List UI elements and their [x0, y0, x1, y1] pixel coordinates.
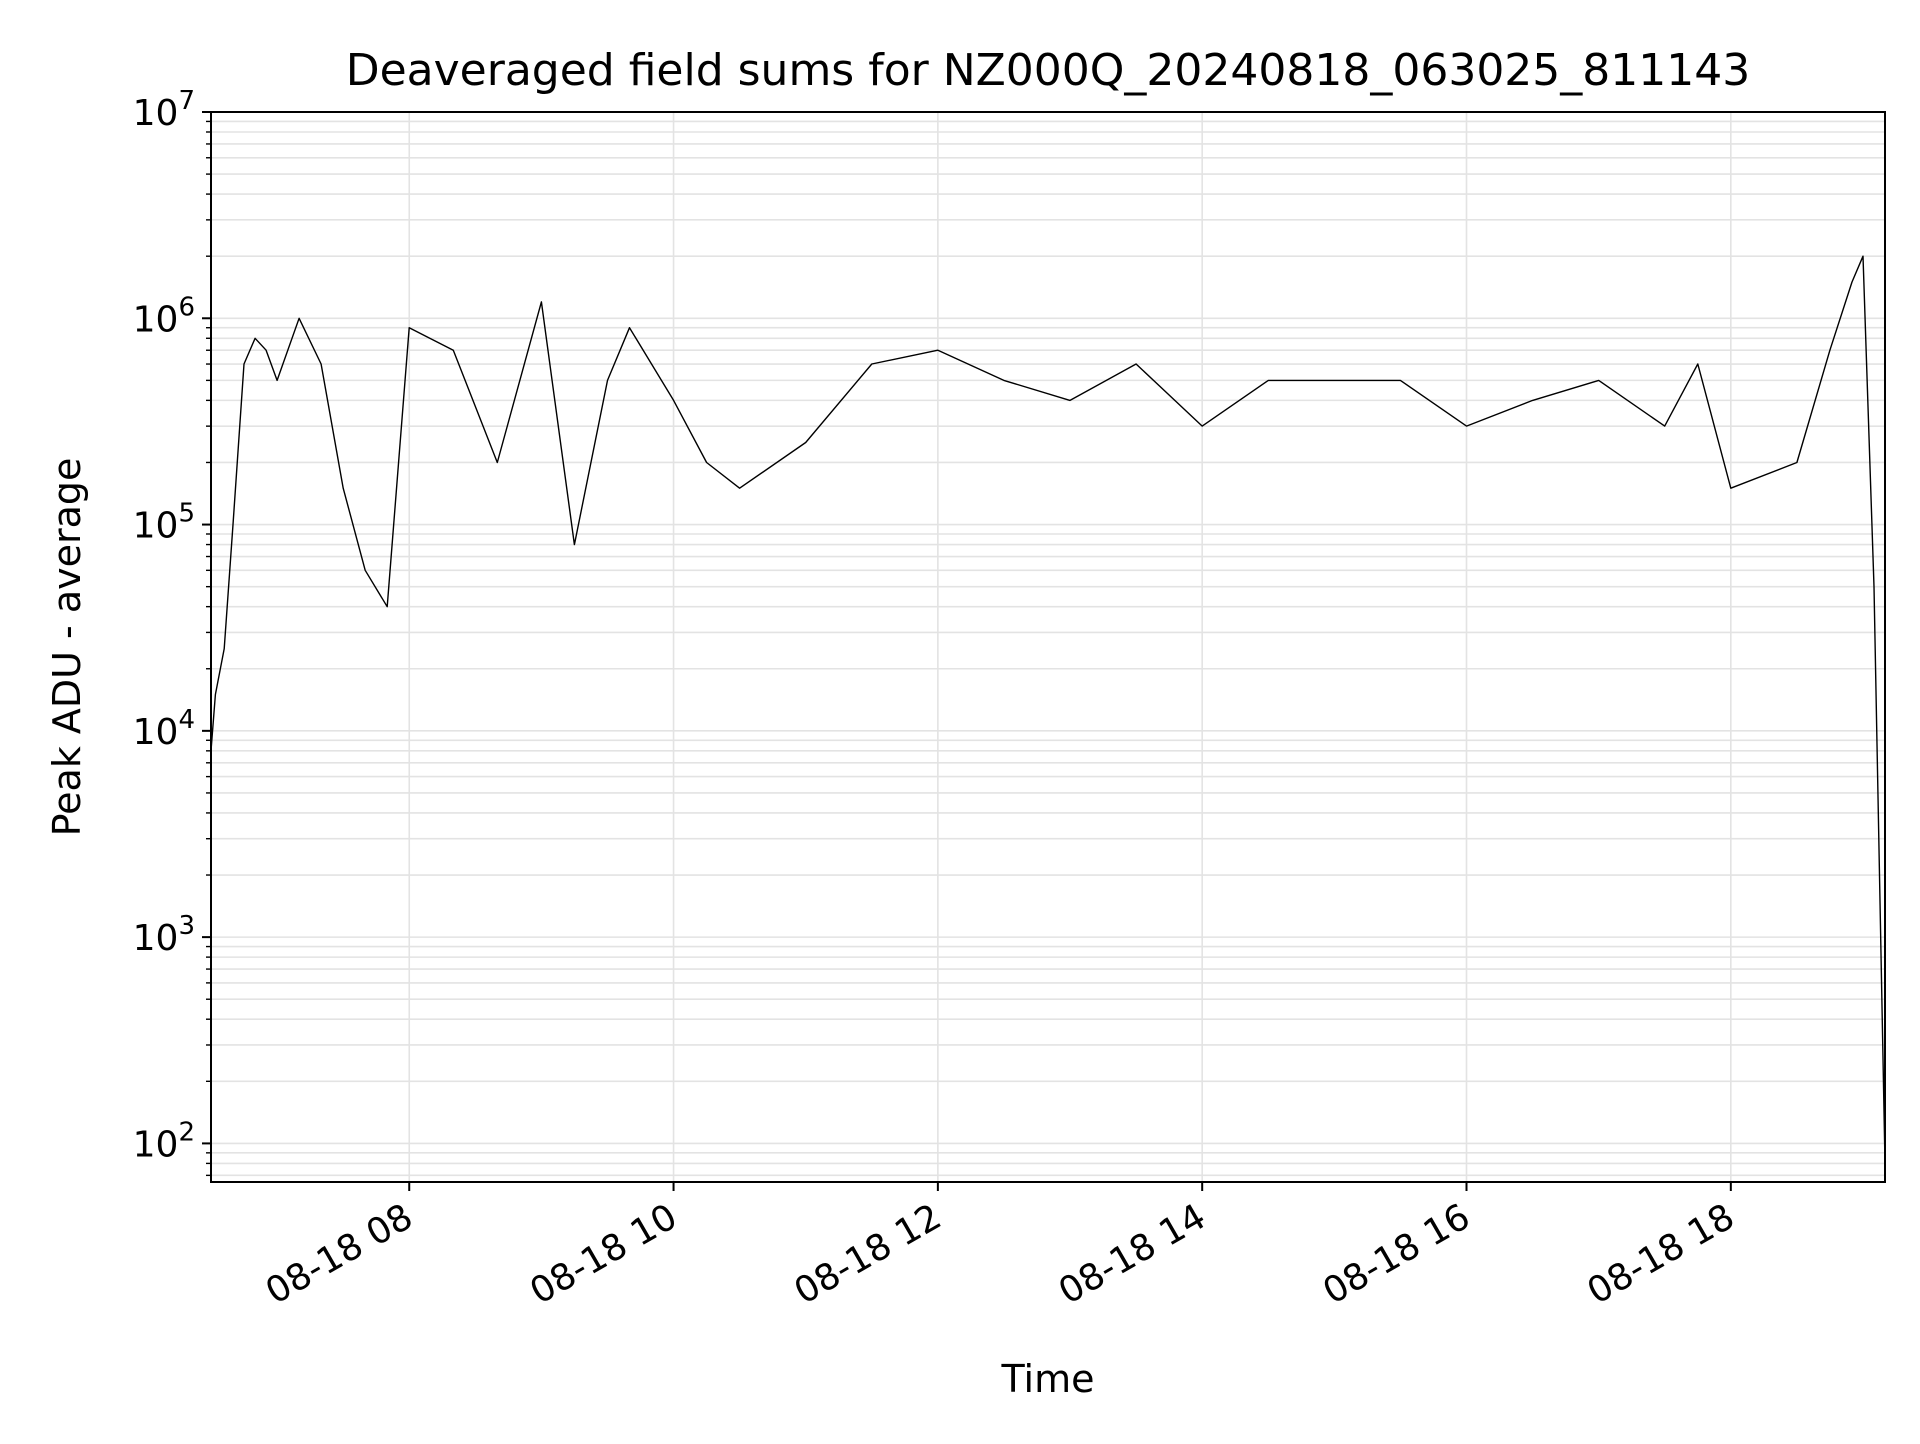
plot-frame [210, 111, 1886, 1183]
chart-title: Deaveraged field sums for NZ000Q_2024081… [346, 45, 1751, 96]
x-axis-label: Time [1001, 1357, 1095, 1401]
series-layer [210, 255, 1886, 1164]
grid-layer [211, 111, 1885, 1182]
y-tick-label: 102 [133, 1117, 195, 1165]
y-tick-label: 105 [133, 499, 195, 547]
y-tick-label: 103 [133, 911, 195, 959]
y-tick-label: 106 [133, 292, 195, 340]
series-line [210, 255, 1886, 1164]
y-tick-label: 104 [133, 705, 195, 753]
y-axis-label: Peak ADU - average [45, 458, 89, 837]
ticks-layer [202, 111, 1732, 1191]
y-tick-label: 107 [133, 86, 195, 134]
